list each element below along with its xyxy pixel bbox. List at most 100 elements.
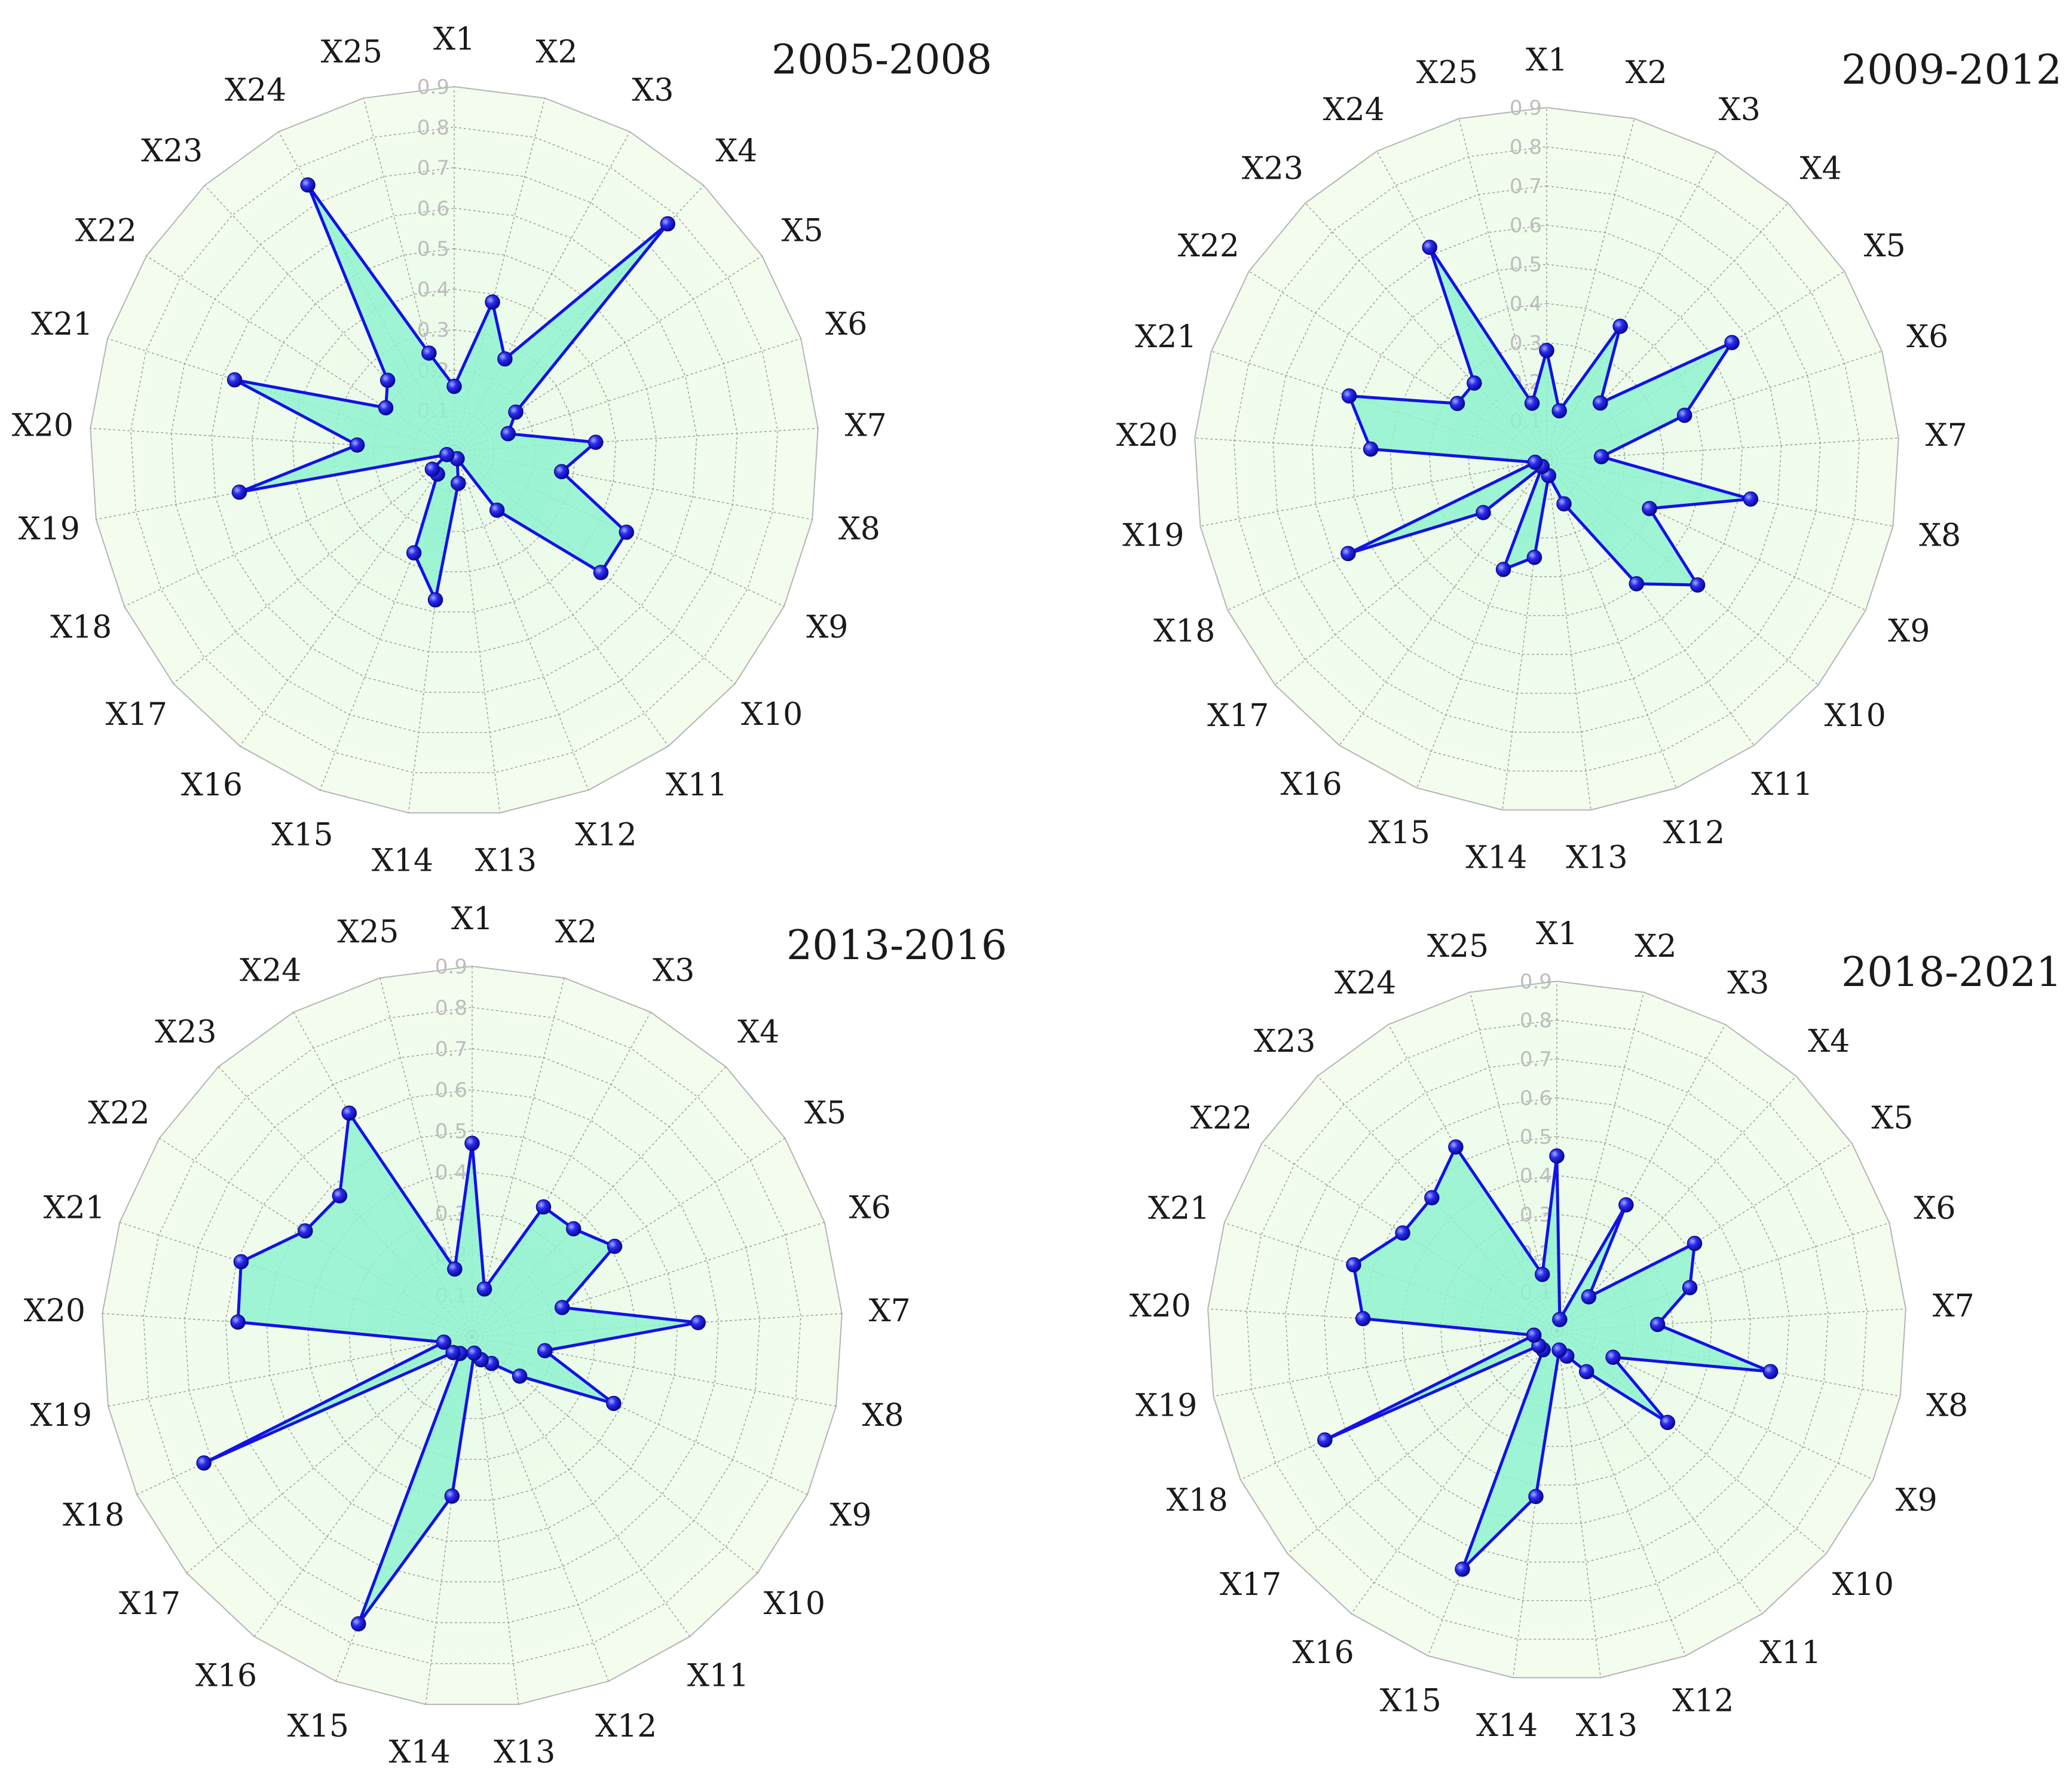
grid-spoke: [454, 338, 801, 452]
axis-label-x3: X3: [1727, 965, 1769, 1001]
axis-label-x16: X16: [195, 1658, 257, 1694]
series: [1317, 1139, 1779, 1577]
axis-label-x24: X24: [240, 953, 301, 989]
axis-label-x24: X24: [1335, 965, 1396, 1001]
data-point-x22: [1395, 1225, 1410, 1241]
data-point-x3: [1612, 319, 1628, 334]
axis-label-x3: X3: [1719, 92, 1761, 128]
radar-panel-2013-2016: 0.10.20.30.40.50.60.70.80.9 X1X2X3X4X5X6…: [24, 901, 1007, 1770]
data-point-x5: [508, 404, 524, 420]
category-labels: X1 X2 X3 X4 X5 X6 X7 X8 X9 X10 X11 X12 X13 X14 X15 X16 X…: [1116, 42, 1967, 876]
data-point-x21: [1341, 388, 1357, 404]
data-point-x11: [1578, 1364, 1594, 1380]
radial-tick-label: 0.3: [1520, 1203, 1552, 1227]
axis-label-x2: X2: [1635, 929, 1676, 965]
radial-tick-label: 0.5: [435, 1120, 467, 1144]
radial-tick-label: 0.9: [435, 955, 467, 979]
series-area: [202, 1112, 700, 1625]
data-point-x5: [1687, 1235, 1703, 1251]
axis-label-x16: X16: [181, 767, 243, 803]
data-point-x2: [1551, 403, 1567, 419]
category-labels: X1 X2 X3 X4 X5 X6 X7 X8 X9 X10 X11 X12 X13 X14 X15 X16 X…: [12, 22, 887, 879]
axis-label-x7: X7: [845, 408, 887, 444]
radar-panel-2009-2012: 0.10.20.30.40.50.60.70.80.9 X1X2X3X4X5X6…: [1116, 42, 2062, 876]
data-point-x7: [1649, 1316, 1666, 1333]
data-point-x11: [489, 502, 505, 518]
grid-spoke: [454, 451, 813, 520]
grid-ring: [252, 248, 657, 653]
data-point-x7: [1593, 449, 1609, 464]
grid-spoke: [1287, 1330, 1557, 1554]
data-point-x1: [464, 1135, 480, 1151]
data-point-x14: [1526, 549, 1542, 565]
axis-label-x3: X3: [653, 953, 694, 989]
axis-label-x11: X11: [1759, 1635, 1821, 1671]
data-point-x24: [1448, 1139, 1464, 1155]
data-point-x18: [1340, 546, 1356, 562]
data-point-x7: [588, 434, 604, 450]
data-point-x4: [1581, 1289, 1597, 1305]
radial-tick-label: 0.6: [1510, 214, 1542, 238]
data-point-x10: [1690, 577, 1706, 593]
axis-label-x10: X10: [764, 1586, 825, 1622]
data-point-x6: [1682, 1279, 1698, 1296]
grid-ring: [1362, 1136, 1752, 1524]
axis-label-x9: X9: [806, 610, 848, 645]
axis-label-x4: X4: [715, 133, 757, 169]
radial-tick-label: 0.7: [435, 1037, 467, 1061]
axis-label-x13: X13: [1566, 840, 1627, 876]
grid-spoke: [146, 255, 455, 452]
radial-tick-label: 0.5: [417, 237, 449, 261]
grid-spoke: [319, 451, 455, 791]
panel-title: 2013-2016: [786, 922, 1007, 969]
data-point-x25: [421, 345, 437, 361]
axis-label-x5: X5: [1871, 1101, 1913, 1137]
data-point-x15: [1455, 1561, 1470, 1577]
grid-spoke: [239, 451, 455, 746]
radial-tick-labels: 0.10.20.30.40.50.60.70.80.9: [1520, 970, 1552, 1305]
axis-label-x8: X8: [862, 1398, 904, 1434]
grid-spoke: [90, 427, 455, 452]
data-point-x9: [1642, 501, 1657, 516]
axis-label-x7: X7: [869, 1293, 911, 1329]
radial-tick-label: 0.3: [417, 319, 449, 342]
axis-label-x1: X1: [451, 901, 493, 937]
axis-label-x19: X19: [1122, 518, 1184, 554]
data-point-x22: [1449, 396, 1465, 411]
axis-label-x13: X13: [494, 1734, 555, 1770]
radial-tick-label: 0.5: [1520, 1125, 1552, 1149]
axis-label-x21: X21: [1135, 319, 1196, 355]
data-point-x10: [512, 1368, 528, 1384]
data-point-x23: [1424, 1190, 1440, 1206]
radar-panel-2018-2021: 0.10.20.30.40.50.60.70.80.9 X1X2X3X4X5X6…: [1130, 916, 2062, 1744]
grid-spoke: [1546, 118, 1635, 461]
axis-label-x9: X9: [1896, 1483, 1938, 1518]
axis-label-x7: X7: [1933, 1288, 1975, 1324]
data-point-x21: [227, 372, 243, 388]
grid-ring: [211, 207, 697, 693]
data-point-x21: [1346, 1257, 1361, 1273]
axis-label-x1: X1: [1526, 42, 1568, 78]
radial-tick-label: 0.9: [417, 75, 449, 99]
data-point-x23: [332, 1188, 348, 1204]
grid-spoke: [454, 451, 501, 813]
data-point-x19: [1526, 1327, 1542, 1343]
data-point-x14: [1528, 1489, 1544, 1505]
axis-label-x4: X4: [1808, 1024, 1850, 1060]
axis-label-x9: X9: [1888, 613, 1930, 649]
axis-label-x2: X2: [555, 914, 597, 950]
grid-ring: [130, 127, 778, 773]
axis-label-x11: X11: [687, 1658, 749, 1694]
grid-spoke: [454, 131, 631, 452]
radial-tick-label: 0.6: [417, 197, 449, 221]
data-point-x10: [1660, 1414, 1676, 1431]
data-point-x6: [1676, 408, 1693, 423]
data-point-x19: [436, 1334, 452, 1350]
axis-label-x22: X22: [1178, 228, 1239, 264]
axis-label-x23: X23: [141, 133, 203, 169]
axis-label-x19: X19: [30, 1398, 92, 1434]
data-point-x12: [1556, 496, 1572, 512]
data-point-x2: [485, 294, 500, 310]
data-point-x1: [446, 378, 462, 394]
axis-label-x6: X6: [849, 1190, 891, 1226]
